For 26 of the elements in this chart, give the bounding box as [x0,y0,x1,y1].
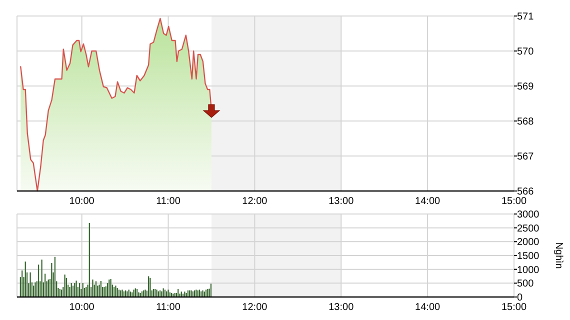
y-tick-label: 567 [517,152,534,162]
y-tick-label: 500 [517,278,534,290]
y-tick-label: 570 [517,46,534,58]
x-tick-label: 12:00 [242,302,268,313]
y-tick-label: 2500 [517,223,540,234]
x-tick-label: 11:00 [156,196,181,207]
x-tick-label: 13:00 [328,302,354,313]
y-tick-label: 3000 [517,210,540,220]
x-tick-label: 15:00 [501,196,527,207]
x-tick-label: 10:00 [69,196,95,207]
y-tick-label: 0 [517,292,523,304]
x-tick-label: 14:00 [415,302,441,313]
x-tick-label: 14:00 [415,196,441,207]
y-tick-label: 568 [517,116,534,128]
x-tick-label: 11:00 [156,302,181,313]
y-axis-title: Nghìn [553,242,564,269]
x-tick-label: 12:00 [242,196,268,207]
x-tick-label: 15:00 [501,302,527,313]
x-tick-label: 13:00 [328,196,354,207]
y-tick-label: 2000 [517,237,540,248]
y-tick-label: 569 [517,82,534,92]
x-tick-label: 10:00 [69,302,95,313]
y-tick-label: 566 [517,186,534,198]
y-tick-label: 1000 [517,264,540,276]
y-tick-label: 571 [517,12,534,22]
y-tick-label: 1500 [517,251,540,262]
